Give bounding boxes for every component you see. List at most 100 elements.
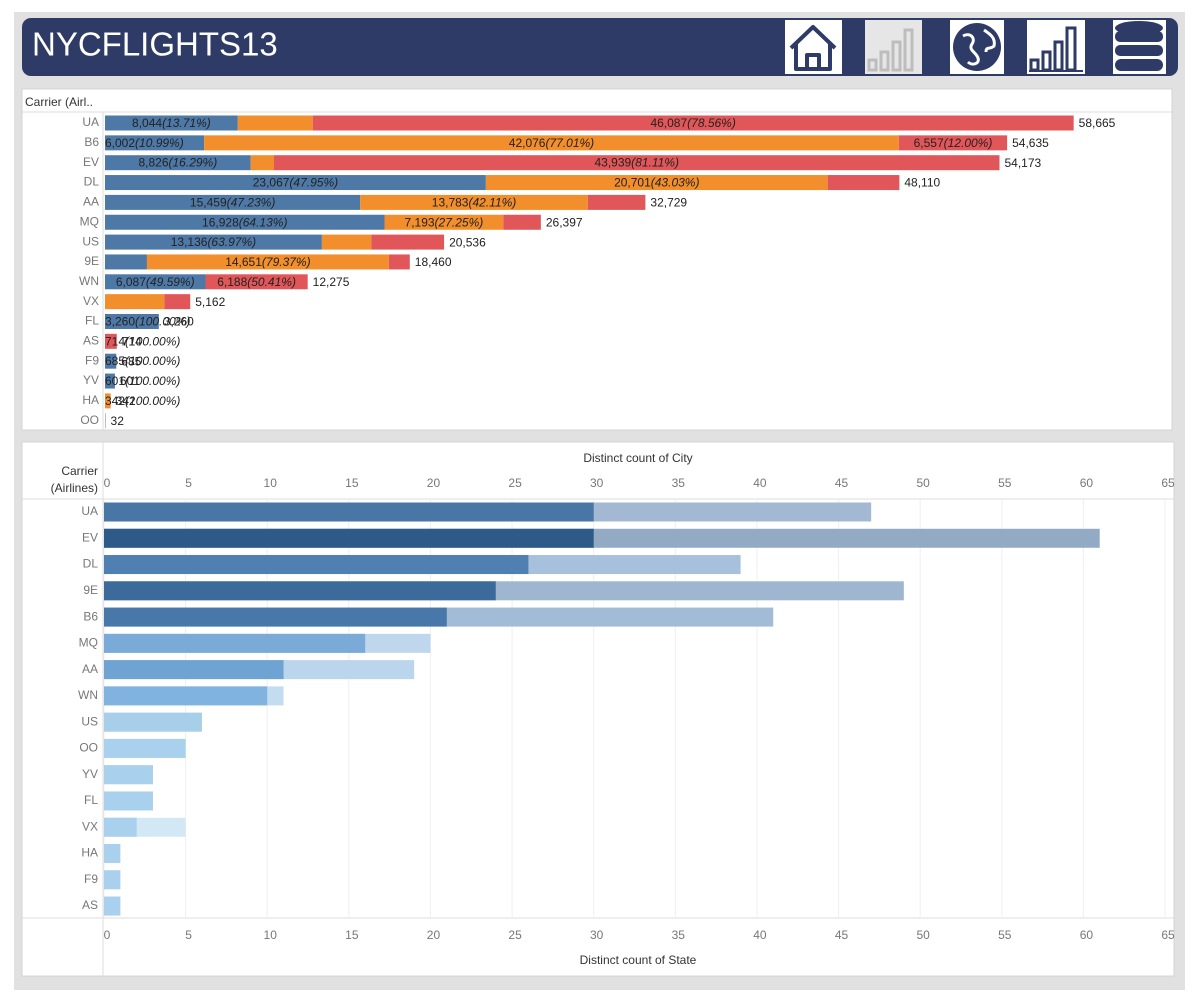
bar-segment bbox=[273, 155, 1000, 171]
bar bbox=[104, 896, 121, 916]
data-label: 8,044(13.71%) bbox=[132, 116, 211, 130]
total-label: 685 bbox=[121, 354, 141, 368]
total-label: 3,260 bbox=[164, 315, 194, 329]
data-label-value: 15,459 bbox=[190, 196, 227, 210]
total-label: 12,275 bbox=[313, 275, 350, 289]
total-label: 20,536 bbox=[449, 235, 486, 249]
bar-segment bbox=[105, 373, 115, 389]
bar-segment bbox=[105, 115, 238, 131]
x2-tick-label: 30 bbox=[590, 476, 604, 490]
data-label: 6,188(50.41%) bbox=[217, 275, 296, 289]
total-label: 26,397 bbox=[546, 215, 583, 229]
data-label-share: (16.29%) bbox=[169, 156, 218, 170]
data-label-share: (49.59%) bbox=[146, 275, 195, 289]
bar-segment bbox=[204, 135, 899, 151]
y-tick-label: OO bbox=[80, 413, 99, 427]
x2-tick-label: 65 bbox=[1161, 476, 1175, 490]
data-label-value: 23,067 bbox=[253, 176, 290, 190]
data-label: 14,651(79.37%) bbox=[225, 255, 310, 269]
bar bbox=[104, 660, 284, 680]
bar-segment bbox=[312, 115, 1074, 131]
x-tick-label: 45 bbox=[835, 928, 849, 942]
bars-icon-faded[interactable] bbox=[865, 20, 922, 74]
bar bbox=[104, 844, 121, 864]
data-label-value: 3,260 bbox=[105, 315, 135, 329]
bar-segment bbox=[105, 333, 117, 349]
x2-axis-title: Distinct count of City bbox=[583, 451, 692, 465]
data-label: 685(100.00%) bbox=[105, 354, 180, 368]
data-label-value: 14,651 bbox=[225, 255, 262, 269]
database-icon[interactable] bbox=[1113, 20, 1166, 74]
bar-segment bbox=[388, 254, 410, 270]
bar bbox=[104, 765, 153, 785]
data-label-value: 685 bbox=[105, 354, 125, 368]
bar bbox=[104, 712, 202, 732]
y-tick-label: WN bbox=[79, 274, 99, 288]
data-label-value: 8,044 bbox=[132, 116, 162, 130]
bar-segment bbox=[146, 254, 389, 270]
data-label: 46,087(78.56%) bbox=[650, 116, 735, 130]
y-tick-label: EV bbox=[83, 155, 99, 169]
bar bbox=[104, 738, 186, 758]
bar-segment bbox=[503, 214, 541, 230]
globe-icon[interactable] bbox=[950, 20, 1004, 74]
data-label: 13,136(63.97%) bbox=[171, 235, 256, 249]
data-label-value: 714 bbox=[105, 335, 125, 349]
data-label-share: (47.95%) bbox=[289, 176, 338, 190]
bar-segment bbox=[587, 194, 646, 210]
x2-tick-label: 5 bbox=[185, 476, 192, 490]
y-tick-label: B6 bbox=[83, 609, 98, 623]
x-tick-label: 10 bbox=[264, 928, 278, 942]
bar-segment bbox=[205, 274, 308, 290]
data-label-share: (100.00%) bbox=[125, 354, 180, 368]
y-tick-label: WN bbox=[78, 688, 98, 702]
x-tick-label: 0 bbox=[104, 928, 111, 942]
data-label: 43,939(81.11%) bbox=[594, 156, 679, 170]
data-label-share: (43.03%) bbox=[651, 176, 700, 190]
x2-tick-label: 55 bbox=[998, 476, 1012, 490]
data-label-share: (13.71%) bbox=[162, 116, 211, 130]
y-tick-label: EV bbox=[82, 530, 98, 544]
total-label: 32 bbox=[111, 414, 125, 428]
data-label-share: (64.13%) bbox=[239, 215, 288, 229]
data-label-share: (63.97%) bbox=[207, 235, 256, 249]
data-label-value: 42,076 bbox=[509, 136, 546, 150]
bar bbox=[104, 581, 496, 601]
data-label-share: (77.01%) bbox=[545, 136, 594, 150]
y-tick-label: YV bbox=[82, 767, 98, 781]
home-icon[interactable] bbox=[785, 20, 842, 74]
total-label: 54,635 bbox=[1012, 136, 1049, 150]
y-tick-label: DL bbox=[83, 557, 99, 571]
y-tick-label: F9 bbox=[85, 353, 99, 367]
x-axis-title: Distinct count of State bbox=[580, 953, 697, 967]
y-axis-title: Carrier (Airlines) bbox=[50, 464, 98, 495]
y-tick-label: 9E bbox=[84, 254, 99, 268]
x2-tick-label: 40 bbox=[753, 476, 767, 490]
bar bbox=[104, 791, 153, 811]
data-label-share: (47.23%) bbox=[227, 196, 276, 210]
total-label: 48,110 bbox=[904, 176, 940, 190]
bar bbox=[104, 502, 594, 522]
data-label-value: 8,826 bbox=[138, 156, 168, 170]
total-label: 342 bbox=[116, 394, 136, 408]
x2-tick-label: 0 bbox=[104, 476, 111, 490]
bar-segment bbox=[105, 135, 205, 151]
x-tick-label: 65 bbox=[1161, 928, 1175, 942]
x-tick-label: 40 bbox=[753, 928, 767, 942]
data-label-share: (50.41%) bbox=[247, 275, 296, 289]
bars-icon[interactable] bbox=[1027, 20, 1085, 74]
x-tick-label: 20 bbox=[427, 928, 441, 942]
total-label: 714 bbox=[122, 335, 142, 349]
bar bbox=[104, 555, 529, 575]
bar-segment bbox=[105, 393, 111, 409]
data-label: 15,459(47.23%) bbox=[190, 196, 275, 210]
bar bbox=[104, 870, 121, 890]
y-tick-label: 9E bbox=[83, 583, 98, 597]
y-tick-label: US bbox=[82, 234, 99, 248]
data-label-value: 342 bbox=[105, 394, 125, 408]
y-tick-label: AA bbox=[82, 662, 98, 676]
x2-tick-label: 20 bbox=[427, 476, 441, 490]
data-label: 23,067(47.95%) bbox=[253, 176, 338, 190]
bar-segment bbox=[250, 155, 274, 171]
